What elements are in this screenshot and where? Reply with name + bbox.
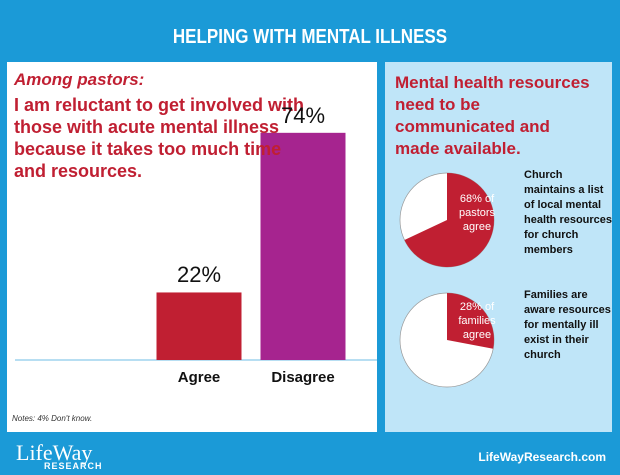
- bar: [156, 292, 242, 360]
- chart-title: I am reluctant to get involved with thos…: [14, 95, 305, 181]
- url: LifeWayResearch.com: [478, 450, 606, 464]
- logo: LifeWay: [16, 440, 93, 465]
- pie-slice: [404, 172, 494, 267]
- pie-slice: [447, 293, 494, 349]
- value-label: 74%: [280, 102, 326, 128]
- x-tick-label: Agree: [177, 369, 221, 386]
- bar: [260, 132, 346, 360]
- logo-sub: RESEARCH: [44, 461, 103, 471]
- chart-subtitle: Among pastors:: [14, 70, 145, 89]
- pie-description: Church maintains a list of local mental …: [524, 169, 613, 256]
- note: Notes: 4% Don't know.: [12, 414, 93, 423]
- panel-title: Mental health resources need to be commu…: [395, 73, 590, 158]
- value-label: 22%: [176, 262, 222, 288]
- slice-label: 28% of families agree: [458, 301, 496, 341]
- slice-label: 68% of pastors agree: [458, 193, 496, 233]
- x-tick-label: Disagree: [271, 369, 335, 386]
- pie-description: Families are aware resources for mentall…: [524, 289, 611, 361]
- page-title: HELPING WITH MENTAL ILLNESS: [172, 26, 448, 48]
